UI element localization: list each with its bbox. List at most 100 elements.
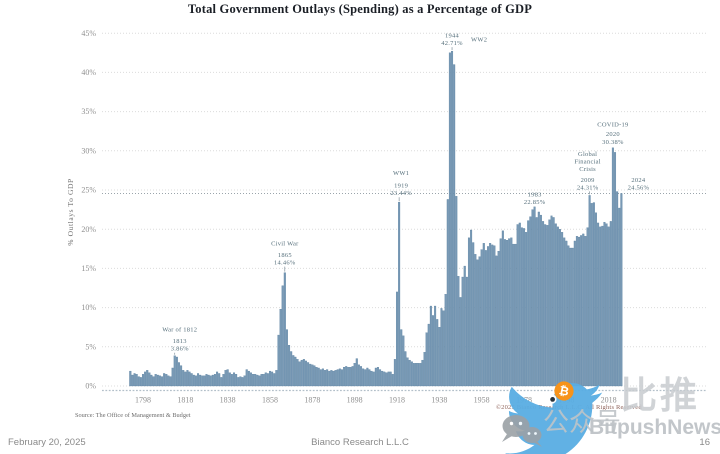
bar	[554, 223, 557, 387]
bar	[256, 374, 259, 387]
bar	[584, 236, 587, 387]
bar	[192, 374, 195, 387]
bar	[345, 366, 348, 387]
bar	[332, 370, 335, 387]
bar	[233, 372, 236, 387]
bar	[484, 250, 487, 387]
annotation-text: 2024	[631, 177, 646, 184]
bar	[158, 375, 161, 387]
bar	[393, 359, 396, 387]
bar	[580, 235, 583, 387]
source-note: Source: The Office of Management & Budge…	[75, 412, 191, 419]
x-tick-label: 1878	[304, 396, 320, 405]
annotation-text: Financial	[574, 159, 600, 166]
bar	[499, 238, 502, 387]
bar	[347, 367, 350, 387]
bar	[315, 367, 318, 387]
y-tick-label: 45%	[81, 29, 96, 38]
bar	[152, 376, 155, 387]
bar	[328, 370, 331, 387]
bar	[431, 315, 434, 387]
bar	[398, 202, 401, 387]
bar	[434, 305, 437, 387]
bar	[518, 222, 521, 387]
bar	[226, 369, 229, 387]
bar	[578, 236, 581, 387]
bar	[592, 202, 595, 387]
bar	[243, 375, 246, 387]
x-tick-label: 1918	[389, 396, 405, 405]
bar	[412, 363, 415, 387]
bar	[349, 367, 352, 387]
bar	[453, 64, 456, 387]
bar	[285, 329, 288, 387]
bar	[330, 370, 333, 387]
bar	[455, 196, 458, 387]
bar	[249, 372, 252, 387]
bar	[334, 370, 337, 387]
bar	[260, 374, 263, 387]
bar	[556, 226, 559, 387]
bar	[408, 359, 411, 387]
x-tick-label: 1938	[431, 396, 447, 405]
bar	[563, 237, 566, 387]
x-tick-label: 1798	[135, 396, 151, 405]
bar	[141, 374, 144, 387]
bar	[266, 373, 269, 387]
bar	[599, 226, 602, 387]
bar	[177, 362, 180, 387]
bar	[273, 373, 276, 387]
annotation-text: WW1	[393, 170, 409, 177]
bar	[161, 376, 164, 387]
bar	[216, 371, 219, 387]
bar	[417, 363, 420, 387]
bar	[239, 376, 242, 387]
bar	[442, 310, 445, 387]
bar	[190, 373, 193, 387]
y-tick-label: 0%	[85, 382, 96, 391]
bar	[607, 226, 610, 387]
bar	[467, 237, 470, 387]
annotation-side-label: WW2	[471, 37, 487, 44]
bar	[150, 374, 153, 387]
y-tick-label: 5%	[85, 342, 96, 351]
bar	[135, 374, 138, 387]
bar	[180, 365, 183, 387]
bar	[211, 374, 214, 387]
bar	[254, 374, 257, 387]
bar	[415, 363, 418, 387]
bar	[247, 370, 250, 387]
bar	[546, 225, 549, 387]
bar	[385, 372, 388, 387]
bar	[552, 217, 555, 387]
bar	[131, 374, 134, 387]
bar	[146, 370, 149, 387]
bar	[463, 265, 466, 387]
bar	[520, 227, 523, 387]
bar	[292, 355, 295, 387]
bar	[218, 373, 221, 387]
bar	[618, 207, 621, 387]
bar	[167, 375, 170, 387]
bar	[446, 199, 449, 387]
annotation-text: 1865	[278, 252, 292, 259]
bar	[324, 370, 327, 387]
bar	[163, 373, 166, 387]
bar	[548, 219, 551, 387]
bar	[476, 259, 479, 387]
bar	[493, 245, 496, 387]
bar	[501, 230, 504, 387]
bar	[182, 370, 185, 387]
bar	[539, 214, 542, 387]
bar	[220, 377, 223, 387]
bar	[544, 224, 547, 387]
bar	[440, 308, 443, 387]
bar	[288, 345, 291, 387]
bar	[209, 375, 212, 387]
bar	[296, 359, 299, 387]
bar	[451, 51, 454, 387]
bar	[597, 222, 600, 387]
